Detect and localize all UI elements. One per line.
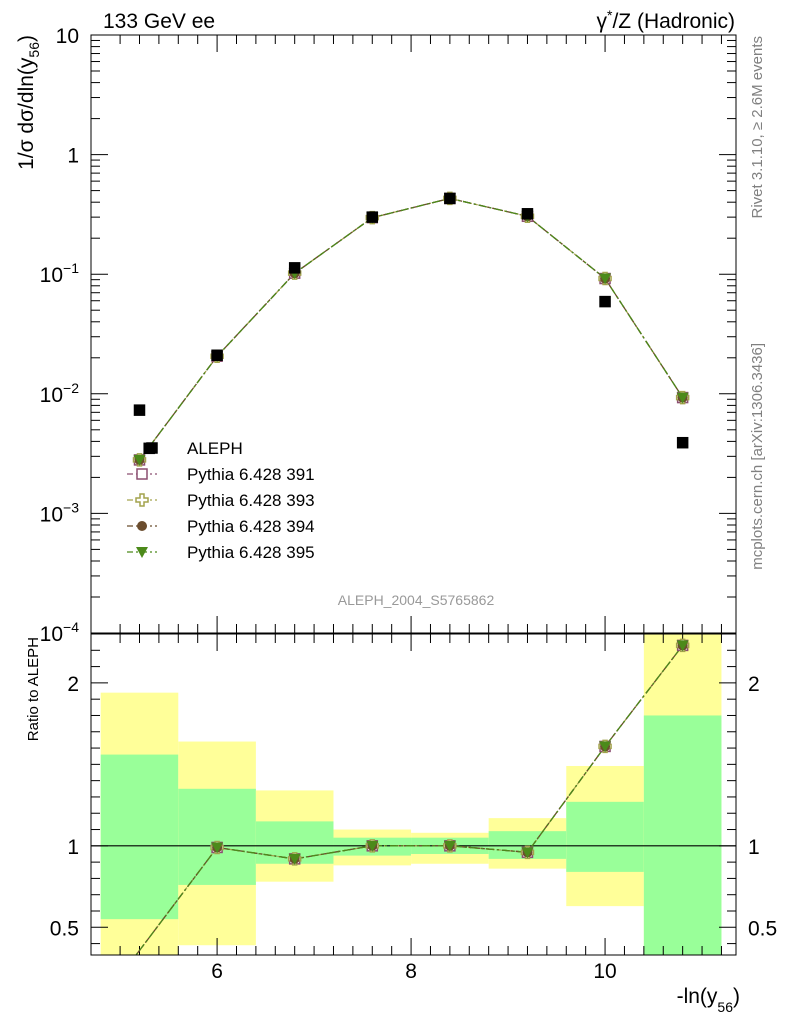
ratio-y-tick-label-right: 1 bbox=[748, 836, 760, 859]
ratio-uncertainty-bands bbox=[100, 634, 722, 955]
legend-item: Pythia 6.428 391 bbox=[127, 465, 315, 484]
y-tick-label: 10 bbox=[56, 25, 79, 48]
ratio-y-label: Ratio to ALEPH bbox=[25, 637, 42, 741]
ratio-line-p395 bbox=[135, 645, 684, 955]
ratio-393-point bbox=[114, 970, 126, 982]
series-line-p395 bbox=[138, 197, 684, 461]
aleph-data-point bbox=[676, 436, 689, 449]
aleph-data-point bbox=[211, 349, 223, 362]
legend-item: ALEPH bbox=[146, 439, 243, 458]
ratio-frame bbox=[90, 633, 737, 956]
main-frame bbox=[90, 34, 737, 634]
legend-marker bbox=[136, 468, 148, 480]
main-data-marks bbox=[132, 191, 690, 467]
main-axis-ticks bbox=[91, 34, 736, 634]
ratio-band-green bbox=[643, 715, 722, 955]
ratio-395-point bbox=[443, 840, 456, 852]
legend-item: Pythia 6.428 393 bbox=[127, 491, 315, 510]
ratio-y-tick-label-right: 0.5 bbox=[748, 917, 777, 940]
aleph-data-point bbox=[366, 211, 379, 223]
legend-label: Pythia 6.428 394 bbox=[187, 517, 315, 536]
x-tick-label: 8 bbox=[405, 960, 417, 983]
y-tick-label: 1 bbox=[67, 145, 79, 168]
y-tick-label: 10−2 bbox=[40, 380, 80, 407]
header-left: 133 GeV ee bbox=[103, 10, 215, 33]
main-y-label: 1/σ dσ/dln(y56) bbox=[15, 35, 42, 170]
aleph-data-point bbox=[444, 192, 456, 205]
ratio-395-point bbox=[676, 640, 689, 652]
main-y-tick-labels: 10 1 10−1 10−2 10−3 10−4 bbox=[40, 25, 80, 646]
analysis-id: ALEPH_2004_S5765862 bbox=[338, 592, 495, 608]
ratio-y-tick-label-right: 2 bbox=[748, 673, 760, 696]
legend-marker bbox=[146, 442, 158, 454]
legend-label: Pythia 6.428 395 bbox=[187, 543, 315, 562]
ratio-395-point bbox=[599, 741, 612, 753]
ratio-391-point bbox=[115, 971, 125, 981]
pythia-395-point bbox=[676, 392, 689, 404]
legend-item: Pythia 6.428 394 bbox=[127, 517, 315, 536]
side-label-top: Rivet 3.1.10, ≥ 2.6M events bbox=[749, 36, 766, 219]
ratio-tick-labels: 0.5 0.5 1 1 2 2 6 8 10 bbox=[50, 673, 777, 983]
legend-label: Pythia 6.428 391 bbox=[187, 465, 315, 484]
series-line-p393 bbox=[138, 197, 684, 461]
ratio-395-point bbox=[288, 853, 301, 865]
ratio-y-tick-label: 0.5 bbox=[50, 917, 79, 940]
ratio-x-label: -ln(y56) bbox=[677, 985, 740, 1015]
y-tick-label: 10−3 bbox=[40, 499, 80, 526]
ratio-axis-ticks bbox=[91, 634, 736, 955]
x-tick-label: 6 bbox=[211, 960, 223, 983]
ratio-y-tick-label: 1 bbox=[67, 836, 79, 859]
legend-marker bbox=[137, 521, 147, 531]
legend-label: Pythia 6.428 393 bbox=[187, 491, 315, 510]
pythia-395-point bbox=[133, 454, 146, 466]
x-tick-label: 10 bbox=[593, 960, 616, 983]
header-right: γ*/Z (Hadronic) bbox=[597, 7, 735, 33]
side-label-bottom: mcplots.cern.ch [arXiv:1306.3436] bbox=[749, 343, 766, 570]
ratio-395-point bbox=[366, 840, 379, 852]
ratio-y-tick-label: 2 bbox=[67, 673, 79, 696]
legend-marker bbox=[135, 493, 149, 507]
aleph-data-point bbox=[133, 404, 146, 416]
ratio-band-green bbox=[566, 801, 644, 872]
legend-marker bbox=[136, 547, 148, 558]
legend: ALEPH Pythia 6.428 391 Pythia 6.428 393 Pyt… bbox=[127, 439, 315, 562]
ratio-395-point bbox=[521, 847, 534, 859]
aleph-data-point bbox=[599, 295, 611, 308]
series-line-p394 bbox=[138, 197, 684, 461]
ratio-394-point bbox=[115, 971, 125, 981]
ratio-data-marks bbox=[114, 638, 690, 982]
ratio-band-green bbox=[100, 754, 179, 920]
pythia-395-point bbox=[599, 273, 612, 285]
legend-label: ALEPH bbox=[187, 439, 243, 458]
ratio-395-point bbox=[211, 842, 224, 854]
series-line-p391 bbox=[138, 197, 684, 461]
ratio-395-point bbox=[114, 971, 126, 982]
ratio-band-green bbox=[178, 788, 256, 885]
aleph-data-point bbox=[521, 208, 534, 220]
legend-item: Pythia 6.428 395 bbox=[127, 543, 315, 562]
y-tick-label: 10−4 bbox=[40, 619, 80, 646]
y-tick-label: 10−1 bbox=[40, 260, 80, 287]
aleph-data-point bbox=[288, 262, 301, 274]
